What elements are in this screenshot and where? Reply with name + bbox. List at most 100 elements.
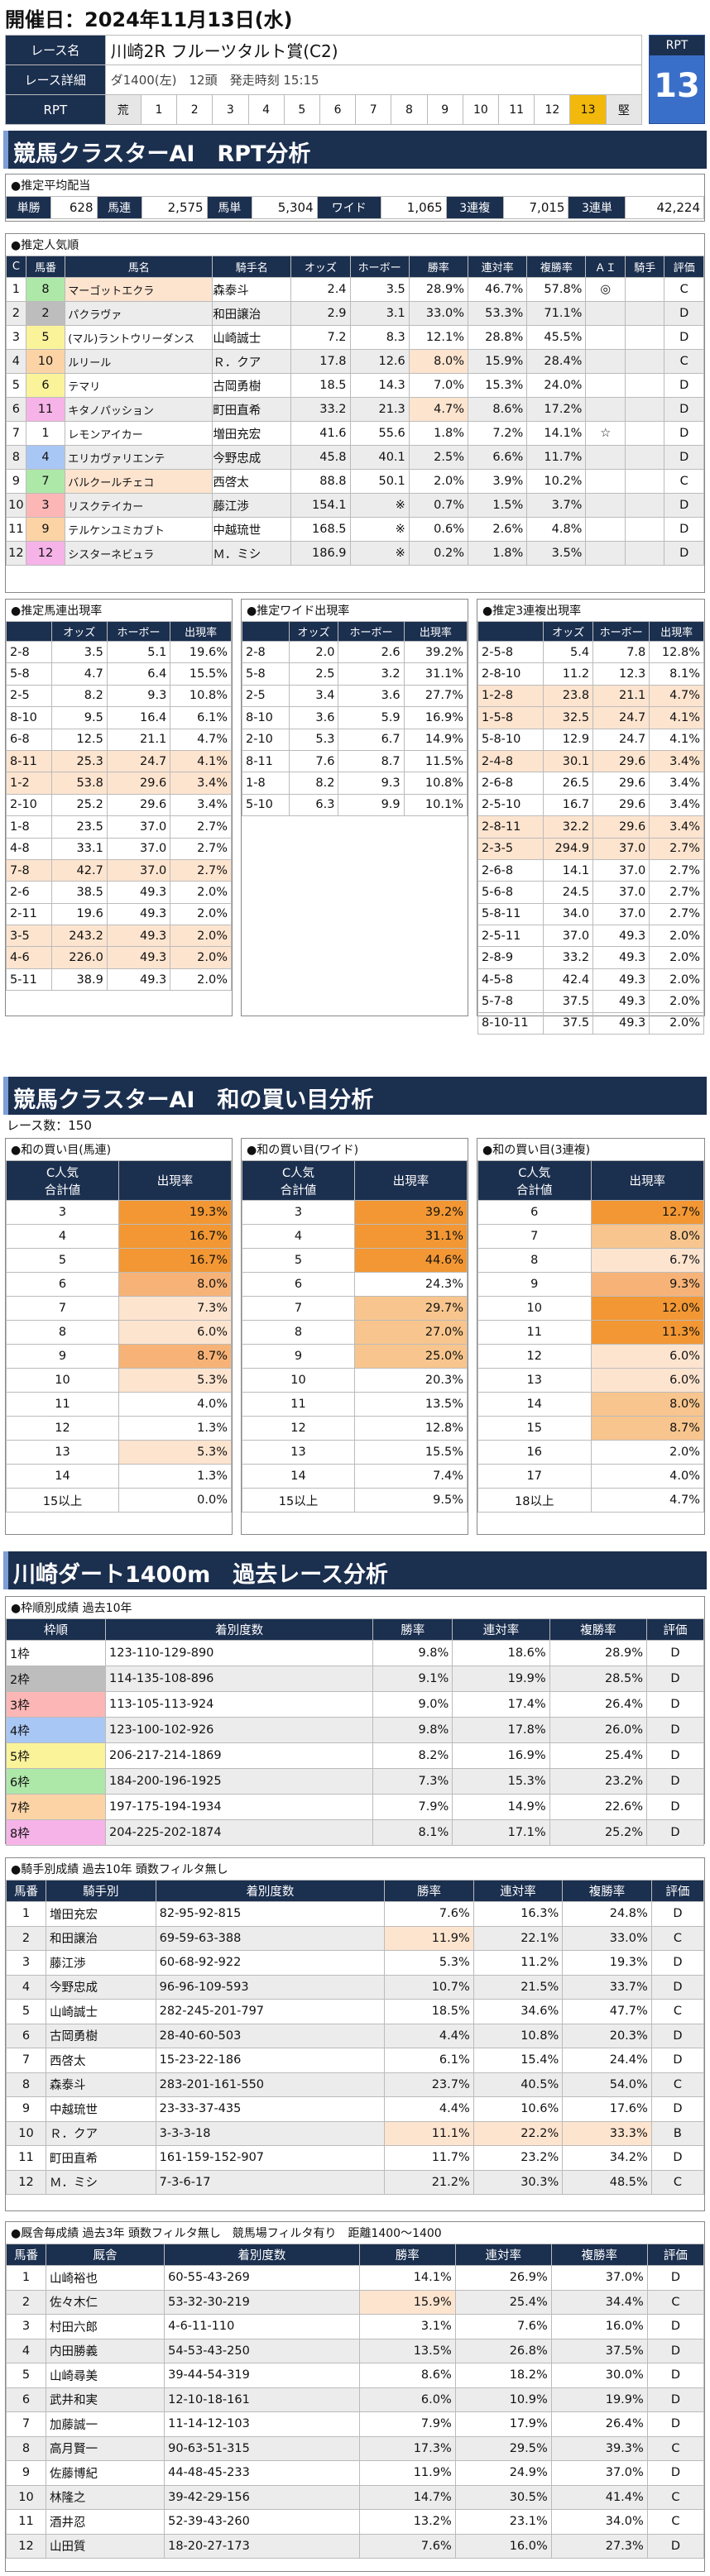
table-row: 9 7 バルクールチェコ 西啓太 88.8 50.1 2.0% 3.9% 10.2% C [6,469,704,494]
trio-cell: 37.5 [543,1011,594,1035]
popularity-cell: 12.6 [349,349,410,374]
popularity-header: 評価 [664,256,704,278]
sum-header-rate: 出現率 [118,1160,232,1201]
popularity-cell: 8.0% [408,349,469,374]
payout-title: ●推定平均配当 [11,179,91,193]
sum-key: 17 [477,1464,592,1489]
rpt-scale-cell: 堅 [605,94,643,125]
trainer-cell: 6 [6,2387,46,2412]
popularity-cell [624,277,665,302]
trio-cell: 32.5 [543,706,594,729]
waku-cell: 28.5% [549,1666,648,1692]
jockey-cell: 23-33-37-435 [155,2096,386,2122]
popularity-cell: 45.5% [526,325,587,350]
jockey-cell: 34.2% [562,2145,652,2171]
table-row: 6 8.0% [6,1272,232,1297]
trio-cell: 2-8-10 [477,662,544,686]
umaren-cell: 15.5% [170,662,232,686]
jockey-cell: 古岡勇樹 [46,2023,156,2048]
popularity-cell: 7 [6,421,26,446]
waku-cell: 23.2% [549,1768,648,1795]
popularity-header: ホーボー [349,256,410,278]
payout-label: 馬単 [206,196,252,219]
table-row: 14 7.4% [242,1464,468,1489]
trainer-cell: 13.2% [358,2509,456,2535]
table-row: 2-5-8 5.4 7.8 12.8% [477,640,704,664]
sum-header-cpop: C人気 合計値 [242,1160,355,1201]
jockey-cell: C [650,2072,705,2097]
popularity-cell: 45.8 [290,445,351,470]
trio-cell: 3.4% [649,772,704,795]
umaren-cell: 42.7 [50,858,108,882]
popularity-cell: 71.1% [526,301,587,326]
sum-key: 8 [6,1320,119,1345]
trio-cell: 294.9 [543,837,594,860]
jockey-header: 評価 [650,1880,705,1902]
table-row: 1 山崎裕也 60-55-43-269 14.1% 26.9% 37.0% D [6,2265,705,2291]
popularity-cell: 10 [25,349,66,374]
section-sum: 競馬クラスターAI 和の買い目分析 [3,1077,707,1115]
jockey-header: 連対率 [473,1880,564,1902]
jockey-cell: 11.1% [384,2120,474,2146]
payout-value: 42,224 [625,196,704,219]
umaren-cell: 2.0% [170,902,232,926]
table-row: 5-6-8 24.5 37.0 2.7% [477,881,704,904]
table-row: 10 林隆之 39-42-29-156 14.7% 30.5% 41.4% C [6,2484,705,2510]
waku-header: 勝率 [372,1618,453,1641]
popularity-cell: 2.5% [408,445,469,470]
trainer-cell: 14.1% [358,2265,456,2291]
sum-rate: 24.3% [354,1272,468,1297]
jockey-cell: 17.6% [562,2096,652,2122]
rpt-scale-cell: 7 [355,94,392,125]
umaren-cell: 37.0 [106,858,171,882]
table-row: 7 西啓太 15-23-22-186 6.1% 15.4% 24.4% D [6,2048,705,2073]
rpt-scale-cell: 10 [462,94,500,125]
sum-key: 8 [477,1248,592,1273]
table-row: 3-5 243.2 49.3 2.0% [6,925,232,948]
popularity-cell: 0.7% [408,493,469,518]
table-row: 2-8 3.5 5.1 19.6% [6,640,232,664]
wide-cell: 3.6 [338,684,405,708]
table-row: 3 39.2% [242,1200,468,1225]
wide-title: ●推定ワイド出現率 [247,605,350,618]
jockey-cell: 54.0% [562,2072,652,2097]
sum-rate: 9.3% [590,1272,704,1297]
table-row: 8-11 25.3 24.7 4.1% [6,749,232,773]
jockey-cell: 10 [6,2120,46,2146]
wide-cell: 8-11 [242,749,290,773]
popularity-cell [585,517,626,542]
table-row: 8 6.7% [477,1248,704,1273]
trainer-cell: 佐藤博紀 [45,2460,166,2486]
jockey-cell: 20.3% [562,2023,652,2048]
table-row: 12 Ｍ．ミシ 7-3-6-17 21.2% 30.3% 48.5% C [6,2169,705,2195]
table-row: 5-8 4.7 6.4 15.5% [6,662,232,686]
jockey-cell: 28-40-60-503 [155,2023,386,2048]
wide-cell: 10.8% [403,772,468,795]
table-row: 9 8.7% [6,1344,232,1369]
umaren-header: オッズ [50,621,108,642]
table-row: 2-5-11 37.0 49.3 2.0% [477,925,704,948]
wide-cell: 2-10 [242,728,290,751]
jockey-cell: 23.7% [384,2072,474,2097]
popularity-cell: 21.3 [349,397,410,422]
wide-cell: 5-10 [242,793,290,817]
race-detail-label: レース詳細 [5,65,106,95]
popularity-cell: 4.8% [526,517,587,542]
jockey-cell: 15-23-22-186 [155,2048,386,2073]
table-row: 6 12.7% [477,1200,704,1225]
table-row: 14 1.3% [6,1464,232,1489]
table-row: 11 4.0% [6,1392,232,1417]
trio-cell: 26.5 [543,772,594,795]
sum-rate: 8.0% [590,1224,704,1249]
popularity-cell: 中越琉世 [212,517,292,542]
popularity-header: 馬名 [65,256,213,278]
jockey-cell: 4.4% [384,2023,474,2048]
trainer-cell: 佐々木仁 [45,2289,166,2315]
trainer-cell: D [646,2387,705,2412]
table-row: 4 10 ルリール Ｒ．クア 17.8 12.6 8.0% 15.9% 28.4% C [6,349,704,374]
rpt-scale-cell: 12 [534,94,571,125]
jockey-cell: 5.3% [384,1950,474,1976]
trainer-cell: 10 [6,2484,46,2510]
trainer-cell: 60-55-43-269 [164,2265,360,2291]
trainer-box: ●厩舎毎成績 過去3年 頭数フィルタ無し 競馬場フィルタ有り 距離1400～14… [5,2221,705,2572]
